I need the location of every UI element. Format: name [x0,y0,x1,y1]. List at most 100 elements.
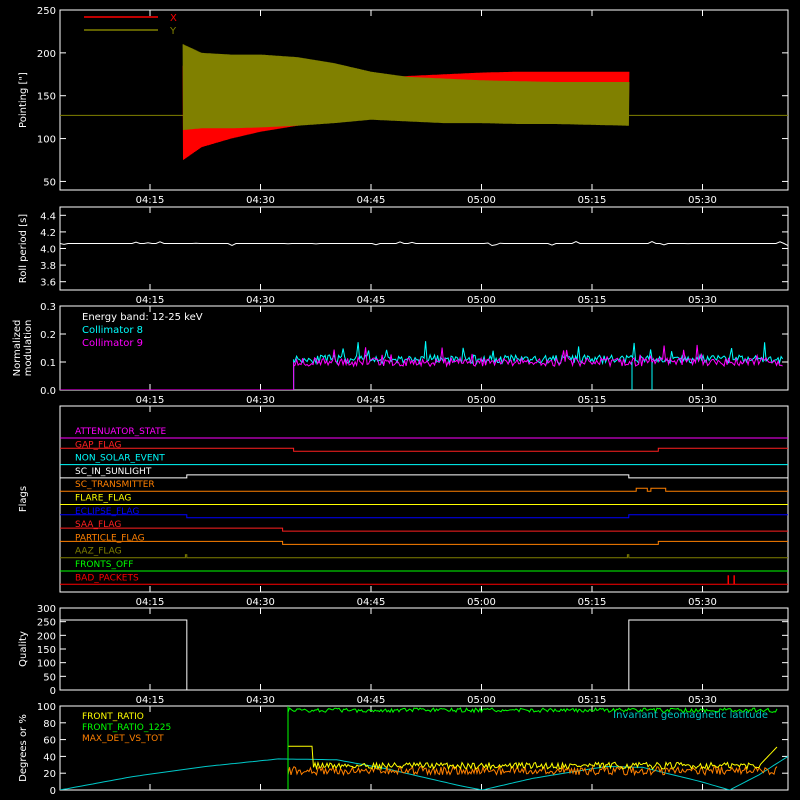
x-tick-label: 04:30 [246,395,275,406]
legend-collimator-9: Collimator 9 [82,338,143,349]
y-tick-label: 80 [43,719,56,730]
flag-label: PARTICLE_FLAG [75,533,145,543]
y-tick-label: 3.6 [40,278,56,289]
x-tick-label: 05:15 [578,395,607,406]
x-tick-label: 05:30 [688,195,717,206]
y-tick-label: 60 [43,736,56,747]
panel-3: 04:15 04:30 04:45 05:00 05:15 05:30 0.0 0.1 0.2 0… [12,302,789,406]
y-tick-label: 200 [37,49,56,60]
y-axis-label: Quality [18,631,29,667]
y-tick-label: 0.3 [40,302,56,313]
y-tick-label: 0 [50,786,56,797]
flag-label: ATTENUATOR_STATE [75,427,167,437]
legend-max-det-vs-tot: MAX_DET_VS_TOT [82,734,164,744]
y-tick-label: 0.0 [40,386,56,397]
y-tick-label: 300 [37,604,56,615]
y-tick-label: 100 [37,135,56,146]
x-tick-label: 05:30 [688,295,717,306]
y-tick-label: 200 [37,631,56,642]
flag-line [60,487,788,492]
panel-2: 04:15 04:30 04:45 05:00 05:15 05:30 3.6 3.8 4.0 4… [18,206,789,306]
flag-label: SC_TRANSMITTER [75,480,155,490]
y-axis-label: modulation [23,320,34,377]
series-front-ratio [287,745,778,790]
flag-line [60,540,788,545]
panel-4: 04:15 04:30 04:45 05:00 05:15 05:30 Flags ATTEN… [18,405,789,608]
x-tick-label: 04:45 [357,597,386,608]
panel-frame [59,305,789,391]
flag-line [60,527,788,532]
flag-label: FLARE_FLAG [75,494,131,504]
y-tick-label: 50 [43,672,56,683]
x-tick-label: 05:00 [467,695,496,706]
y-tick-label: 150 [37,92,56,103]
x-tick-label: 04:30 [246,695,275,706]
y-tick-label: 100 [37,659,56,670]
series-max-det-vs-tot [287,758,778,790]
flag-line [60,554,788,559]
x-tick-label: 04:45 [357,395,386,406]
panel-frame [59,9,789,191]
flag-line [60,514,788,519]
y-axis-label: Pointing ["] [18,72,29,128]
series-front-ratio-1225 [287,706,778,790]
x-tick-label: 04:15 [136,395,165,406]
x-tick-label: 05:00 [467,395,496,406]
y-tick-label: 100 [37,702,56,713]
x-tick-label: 05:00 [467,597,496,608]
y-axis-label: Roll period [s] [18,214,29,283]
x-tick-label: 04:45 [357,695,386,706]
flag-label: ECLIPSE_FLAG [75,507,139,517]
x-tick-label: 05:15 [578,295,607,306]
panel-5: 04:15 04:30 04:45 05:00 05:15 05:30 0 50 100 150 2… [18,604,789,706]
legend-y: Y [169,26,177,37]
legend-collimator-8: Collimator 8 [82,325,143,336]
energy-band-label: Energy band: 12-25 keV [82,312,203,323]
x-tick-label: 04:45 [357,195,386,206]
legend-front-ratio: FRONT_RATIO [82,712,144,722]
y-tick-label: 3.8 [40,261,56,272]
x-tick-label: 05:00 [467,295,496,306]
panel-frame [59,405,789,593]
latitude-label: Invariant geomagnetic latitude [613,710,768,721]
y-tick-label: 250 [37,6,56,17]
y-tick-label: 150 [37,645,56,656]
y-tick-label: 4.2 [40,228,56,239]
x-tick-label: 04:30 [246,295,275,306]
flag-label: SC_IN_SUNLIGHT [75,467,152,477]
y-tick-label: 250 [37,618,56,629]
legend-x: X [170,13,177,24]
flag-line [60,474,788,479]
y-tick-label: 40 [43,752,56,763]
flag-label: GAP_FLAG [75,440,121,450]
y-tick-label: 4.0 [40,245,56,256]
flag-label: SAA_FLAG [75,520,121,530]
panel-frame [59,705,789,791]
x-tick-label: 04:15 [136,295,165,306]
legend-front-ratio-1225: FRONT_RATIO_1225 [82,723,171,733]
y-tick-label: 0.1 [40,358,56,369]
series-collimator-9 [60,344,783,390]
x-tick-label: 05:30 [688,597,717,608]
flag-label: NON_SOLAR_EVENT [75,454,165,464]
y-axis-label: Degrees or % [18,714,29,782]
x-tick-label: 05:00 [467,195,496,206]
series-collimator-8 [60,341,784,390]
x-tick-label: 04:15 [136,195,165,206]
y-tick-label: 0 [50,686,56,697]
series-y [182,44,630,131]
x-tick-label: 05:15 [578,597,607,608]
x-tick-label: 05:15 [578,195,607,206]
flag-label: AAZ_FLAG [75,547,122,557]
x-tick-label: 04:30 [246,195,275,206]
roll-period-line [60,240,788,247]
panel-6: 0 20 40 60 80 100 Degrees or % Invariant geomag… [18,702,789,797]
y-tick-label: 4.4 [40,211,56,222]
y-axis-label: Flags [18,486,29,512]
x-tick-label: 05:15 [578,695,607,706]
y-tick-label: 20 [43,769,56,780]
x-tick-label: 04:15 [136,597,165,608]
y-tick-label: 0.2 [40,330,56,341]
x-tick-label: 05:30 [688,395,717,406]
